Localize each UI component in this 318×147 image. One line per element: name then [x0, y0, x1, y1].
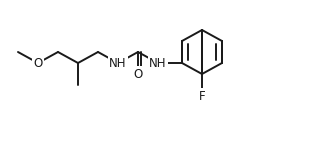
Text: O: O — [33, 56, 43, 70]
Text: NH: NH — [149, 56, 167, 70]
Text: O: O — [133, 67, 143, 81]
Text: NH: NH — [109, 56, 127, 70]
Text: F: F — [199, 90, 205, 102]
